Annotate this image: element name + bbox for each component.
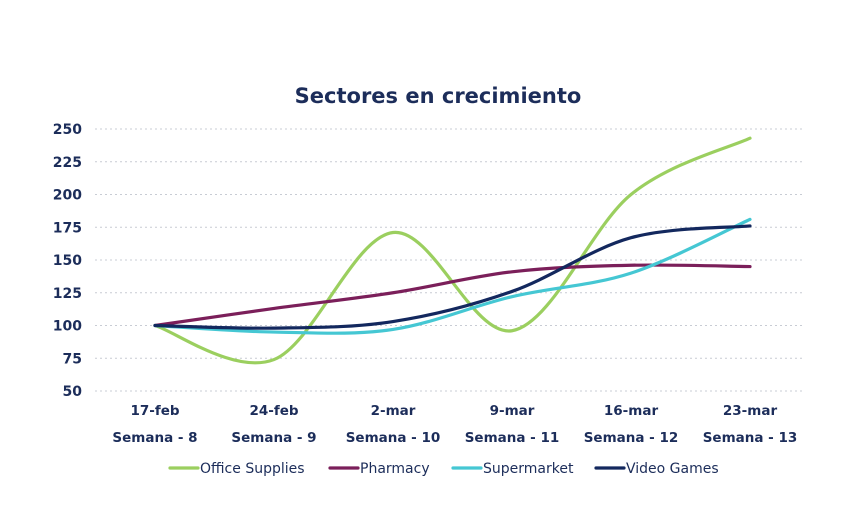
y-tick-label: 75	[63, 351, 82, 367]
legend: Office Supplies Pharmacy Supermarket Video …	[168, 461, 719, 477]
x-tick-label-week: Semana - 9	[231, 430, 316, 446]
x-tick-label-date: 17-feb	[130, 403, 179, 419]
x-tick-label-date: 23-mar	[723, 403, 778, 419]
y-tick-label: 250	[53, 122, 82, 138]
chart-title: Sectores en crecimiento	[295, 84, 582, 108]
x-tick-label-date: 24-feb	[249, 403, 298, 419]
x-tick-label-week: Semana - 10	[346, 430, 441, 446]
series-lines	[153, 136, 752, 365]
legend-label-office-supplies: Office Supplies	[200, 461, 305, 477]
y-tick-label: 125	[53, 286, 82, 302]
legend-label-video-games: Video Games	[626, 461, 719, 477]
y-axis-ticks: 250 225 200 175 150 125 100 75 50	[53, 122, 82, 400]
y-tick-label: 175	[53, 220, 82, 236]
y-tick-label: 225	[53, 155, 82, 171]
series-line-video-games	[153, 224, 752, 330]
series-line-supermarket	[153, 217, 752, 335]
x-tick-label-week: Semana - 13	[703, 430, 798, 446]
x-tick-label-date: 9-mar	[490, 403, 535, 419]
x-tick-label-week: Semana - 12	[584, 430, 679, 446]
x-axis-ticks: 17-feb Semana - 8 24-feb Semana - 9 2-mar Sem…	[112, 403, 797, 446]
x-tick-label-date: 2-mar	[371, 403, 416, 419]
legend-label-supermarket: Supermarket	[483, 461, 574, 477]
x-tick-label-date: 16-mar	[604, 403, 659, 419]
gridlines	[95, 128, 802, 392]
series-line-pharmacy	[153, 263, 752, 328]
y-tick-label: 100	[53, 319, 82, 335]
y-tick-label: 50	[63, 384, 83, 400]
legend-label-pharmacy: Pharmacy	[360, 461, 430, 477]
y-tick-label: 200	[53, 188, 82, 204]
x-tick-label-week: Semana - 11	[465, 430, 560, 446]
x-tick-label-week: Semana - 8	[112, 430, 197, 446]
y-tick-label: 150	[53, 253, 82, 269]
